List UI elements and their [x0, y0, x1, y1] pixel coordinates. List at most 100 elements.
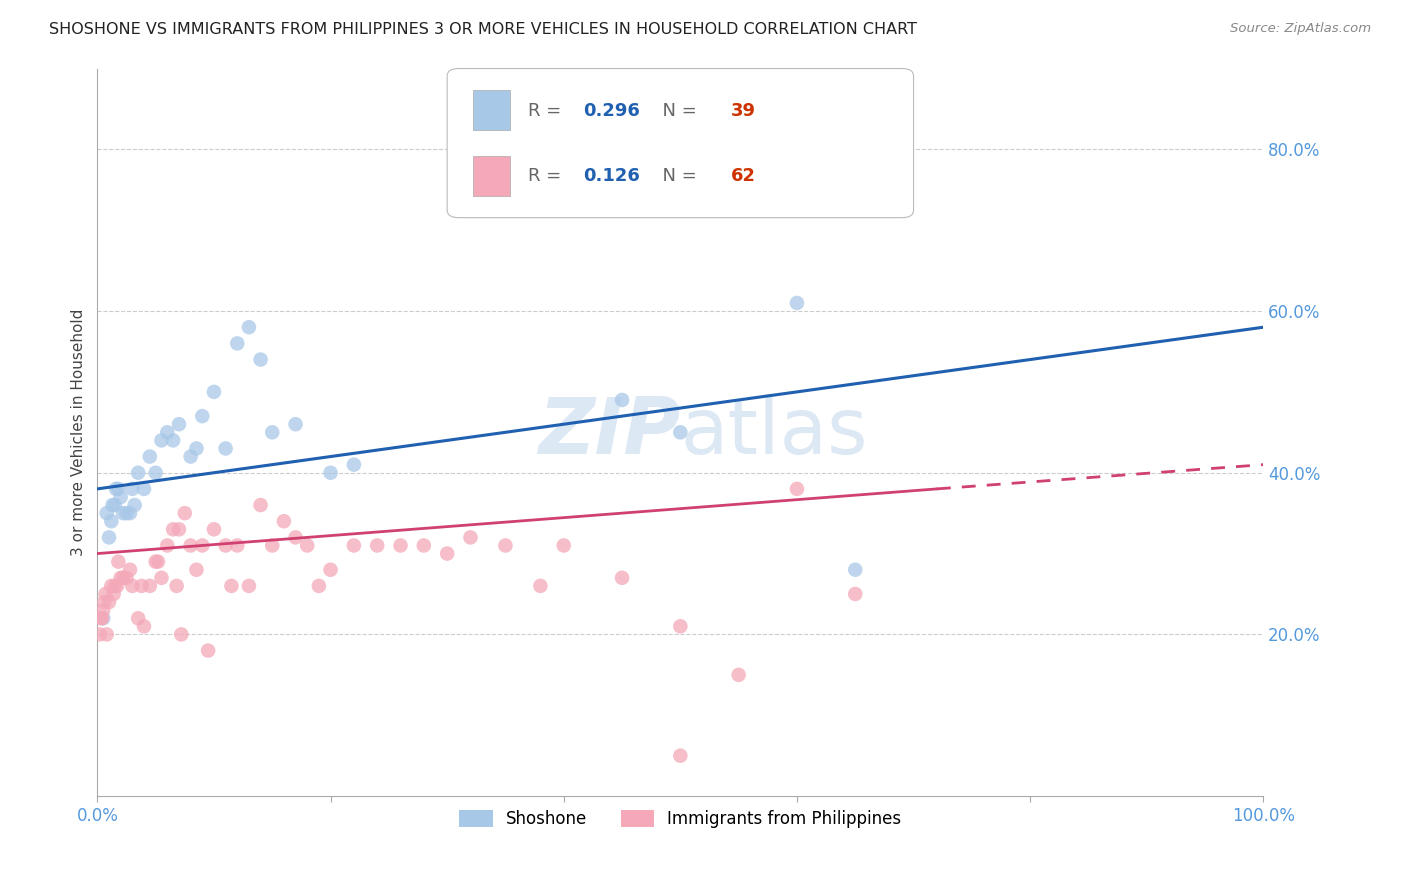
Point — [162, 434, 184, 448]
Point — [121, 482, 143, 496]
FancyBboxPatch shape — [472, 156, 510, 196]
Point — [553, 539, 575, 553]
Point — [226, 336, 249, 351]
Point — [101, 498, 124, 512]
Point — [139, 579, 162, 593]
Point — [100, 579, 122, 593]
Point — [167, 417, 190, 432]
Point — [124, 498, 146, 512]
Point — [221, 579, 243, 593]
Point — [150, 434, 173, 448]
Point — [146, 555, 169, 569]
Text: 0.126: 0.126 — [583, 167, 641, 186]
Point — [669, 425, 692, 440]
Point — [118, 563, 141, 577]
Text: Source: ZipAtlas.com: Source: ZipAtlas.com — [1230, 22, 1371, 36]
Text: N =: N = — [651, 102, 703, 120]
Point — [180, 539, 202, 553]
Point — [191, 539, 214, 553]
Point — [166, 579, 188, 593]
Point — [412, 539, 434, 553]
Point — [786, 296, 808, 310]
Point — [844, 563, 866, 577]
Point — [91, 611, 114, 625]
Point — [727, 668, 749, 682]
Point — [105, 579, 128, 593]
Point — [132, 619, 155, 633]
Point — [436, 547, 458, 561]
Point — [186, 563, 208, 577]
Point — [111, 571, 134, 585]
Point — [127, 466, 149, 480]
Point — [131, 579, 153, 593]
Point — [104, 498, 127, 512]
Point — [297, 539, 319, 553]
Text: ZIP: ZIP — [538, 394, 681, 470]
Point — [98, 595, 121, 609]
Point — [238, 320, 260, 334]
Point — [110, 571, 132, 585]
Point — [98, 530, 121, 544]
Point — [90, 611, 112, 625]
Point — [610, 392, 633, 407]
Point — [104, 579, 127, 593]
Legend: Shoshone, Immigrants from Philippines: Shoshone, Immigrants from Philippines — [453, 804, 908, 835]
Text: atlas: atlas — [681, 394, 868, 470]
Point — [89, 627, 111, 641]
Point — [343, 458, 366, 472]
Point — [173, 506, 195, 520]
Point — [786, 482, 808, 496]
Point — [139, 450, 162, 464]
FancyBboxPatch shape — [447, 69, 914, 218]
Point — [162, 522, 184, 536]
Point — [145, 466, 167, 480]
Point — [460, 530, 482, 544]
Point — [494, 539, 516, 553]
Point — [494, 118, 516, 132]
Point — [150, 571, 173, 585]
Point — [91, 603, 114, 617]
Point — [170, 627, 193, 641]
Point — [96, 627, 118, 641]
Text: 39: 39 — [731, 102, 755, 120]
Point — [110, 490, 132, 504]
Point — [529, 579, 551, 593]
Point — [96, 506, 118, 520]
Point — [319, 466, 342, 480]
Point — [284, 530, 307, 544]
Point — [191, 409, 214, 424]
Point — [167, 522, 190, 536]
Point — [121, 579, 143, 593]
Point — [197, 643, 219, 657]
Point — [107, 482, 129, 496]
Point — [343, 539, 366, 553]
Point — [115, 571, 138, 585]
Point — [249, 498, 271, 512]
Point — [145, 555, 167, 569]
Point — [105, 482, 128, 496]
Point — [156, 539, 179, 553]
Point — [115, 506, 138, 520]
Point — [118, 506, 141, 520]
Point — [844, 587, 866, 601]
Point — [156, 425, 179, 440]
Point — [127, 611, 149, 625]
Point — [94, 587, 117, 601]
Point — [389, 539, 412, 553]
Point — [273, 514, 295, 528]
Point — [308, 579, 330, 593]
Text: SHOSHONE VS IMMIGRANTS FROM PHILIPPINES 3 OR MORE VEHICLES IN HOUSEHOLD CORRELAT: SHOSHONE VS IMMIGRANTS FROM PHILIPPINES … — [49, 22, 917, 37]
Text: R =: R = — [527, 102, 567, 120]
Point — [238, 579, 260, 593]
Point — [214, 539, 236, 553]
Text: N =: N = — [651, 167, 703, 186]
Point — [111, 506, 134, 520]
FancyBboxPatch shape — [472, 90, 510, 130]
Point — [214, 442, 236, 456]
Point — [366, 539, 388, 553]
Point — [103, 587, 125, 601]
Text: R =: R = — [527, 167, 567, 186]
Point — [93, 595, 115, 609]
Point — [186, 442, 208, 456]
Point — [132, 482, 155, 496]
